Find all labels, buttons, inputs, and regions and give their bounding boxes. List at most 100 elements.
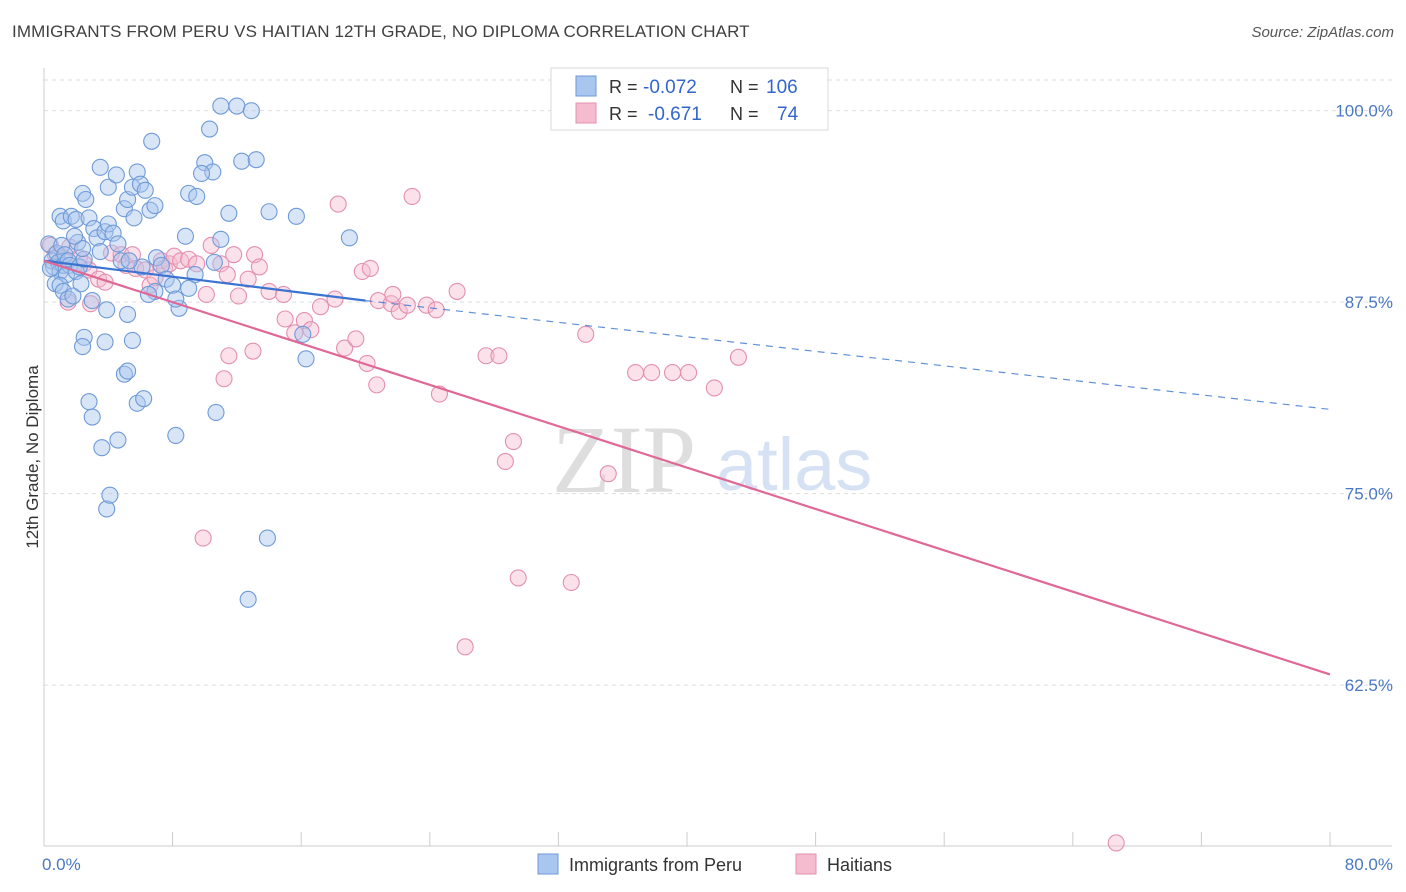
- haitians-point: [311, 298, 330, 316]
- peru-points: [40, 97, 358, 608]
- peru-point: [212, 97, 230, 115]
- peru-point: [59, 290, 77, 308]
- haitians-point: [361, 259, 379, 277]
- peru-point: [125, 209, 143, 227]
- peru-point: [62, 207, 80, 225]
- peru-point: [109, 431, 127, 449]
- peru-point: [135, 390, 153, 408]
- legend-r-label-peru: R =: [609, 77, 638, 97]
- peru-point: [101, 486, 119, 504]
- haitians-point: [1107, 834, 1125, 852]
- peru-point: [260, 203, 278, 221]
- haitians-point: [244, 342, 262, 360]
- haitians-point: [194, 529, 212, 547]
- peru-point: [93, 439, 111, 457]
- peru-point: [74, 239, 92, 258]
- y-tick-label: 62.5%: [1345, 676, 1393, 695]
- watermark: ZIP atlas: [552, 406, 872, 513]
- peru-point: [141, 201, 159, 219]
- haitians-point: [260, 282, 278, 300]
- peru-point: [53, 236, 71, 255]
- peru-point: [99, 178, 117, 196]
- legend-r-value-peru: -0.072: [643, 77, 697, 98]
- peru-point: [67, 210, 85, 228]
- haitians-point: [250, 258, 268, 276]
- peru-trend-line: [43, 259, 366, 302]
- haitians-point: [358, 354, 376, 372]
- haitians-point: [180, 250, 198, 268]
- peru-point: [297, 350, 315, 368]
- peru-point: [176, 227, 195, 245]
- y-tick-label: 87.5%: [1345, 293, 1393, 312]
- bottom-legend-label-haiti: Haitians: [827, 855, 892, 875]
- watermark-atlas: atlas: [716, 423, 872, 506]
- peru-point: [228, 97, 246, 115]
- peru-point: [98, 301, 116, 319]
- haitians-point: [496, 452, 514, 471]
- haitians-point: [490, 347, 508, 365]
- peru-point: [83, 408, 101, 426]
- peru-point: [91, 243, 109, 261]
- peru-point: [119, 305, 137, 323]
- peru-point: [170, 299, 188, 317]
- peru-point: [75, 250, 93, 268]
- y-tick-label: 75.0%: [1345, 485, 1393, 504]
- peru-point: [287, 207, 305, 225]
- haitians-point: [276, 310, 294, 328]
- peru-point: [77, 190, 95, 209]
- haitians-point: [384, 285, 402, 304]
- series-legend: Immigrants from Peru Haitians: [537, 853, 892, 875]
- haitians-point: [225, 246, 243, 264]
- peru-point: [107, 166, 125, 184]
- peru-point: [119, 362, 137, 380]
- legend-r-label-haiti: R =: [609, 104, 638, 124]
- haitians-point: [680, 364, 698, 382]
- peru-point: [167, 290, 185, 308]
- source-label: Source: ZipAtlas.com: [1251, 24, 1394, 41]
- haitians-point: [448, 282, 466, 300]
- peru-point: [123, 331, 141, 349]
- haitians-point: [197, 285, 215, 304]
- x-tick-label-min: 0.0%: [42, 855, 81, 874]
- haitians-point: [218, 266, 236, 284]
- peru-point: [192, 164, 211, 183]
- haitians-point: [504, 433, 522, 451]
- haitians-point: [663, 364, 682, 382]
- haitians-point: [729, 348, 747, 366]
- legend-box: [550, 67, 829, 131]
- haitians-point: [427, 301, 445, 319]
- peru-point: [65, 227, 84, 245]
- peru-point: [233, 152, 251, 170]
- peru-point: [120, 252, 138, 270]
- haitians-point: [599, 465, 617, 483]
- haitians-point: [295, 311, 313, 330]
- y-tick-label: 100.0%: [1335, 102, 1393, 121]
- legend-n-value-peru: 106: [766, 77, 798, 98]
- peru-point: [188, 187, 206, 205]
- haitians-point: [403, 187, 421, 205]
- peru-point: [180, 279, 198, 297]
- peru-point: [74, 338, 92, 356]
- haitians-point: [509, 569, 527, 587]
- haitians-point: [418, 296, 436, 314]
- peru-point: [143, 132, 161, 150]
- haitians-point: [202, 236, 220, 255]
- axes: [43, 68, 1392, 847]
- peru-point: [64, 287, 82, 305]
- peru-point: [201, 120, 219, 138]
- y-axis-label: 12th Grade, No Diploma: [23, 365, 42, 549]
- legend-swatch-haiti: [575, 102, 597, 124]
- haitians-point: [82, 295, 100, 313]
- peru-point: [98, 500, 116, 518]
- haitians-point: [302, 321, 320, 339]
- haitians-point: [215, 370, 233, 388]
- y-tick-labels: 62.5% 75.0% 87.5% 100.0%: [1335, 102, 1393, 696]
- haitians-point: [220, 347, 238, 365]
- peru-point: [72, 275, 90, 293]
- legend-n-value-haiti: 74: [777, 104, 799, 125]
- peru-point: [205, 253, 223, 271]
- peru-point: [115, 365, 133, 383]
- haitians-point: [643, 364, 661, 382]
- haitians-point: [368, 376, 386, 394]
